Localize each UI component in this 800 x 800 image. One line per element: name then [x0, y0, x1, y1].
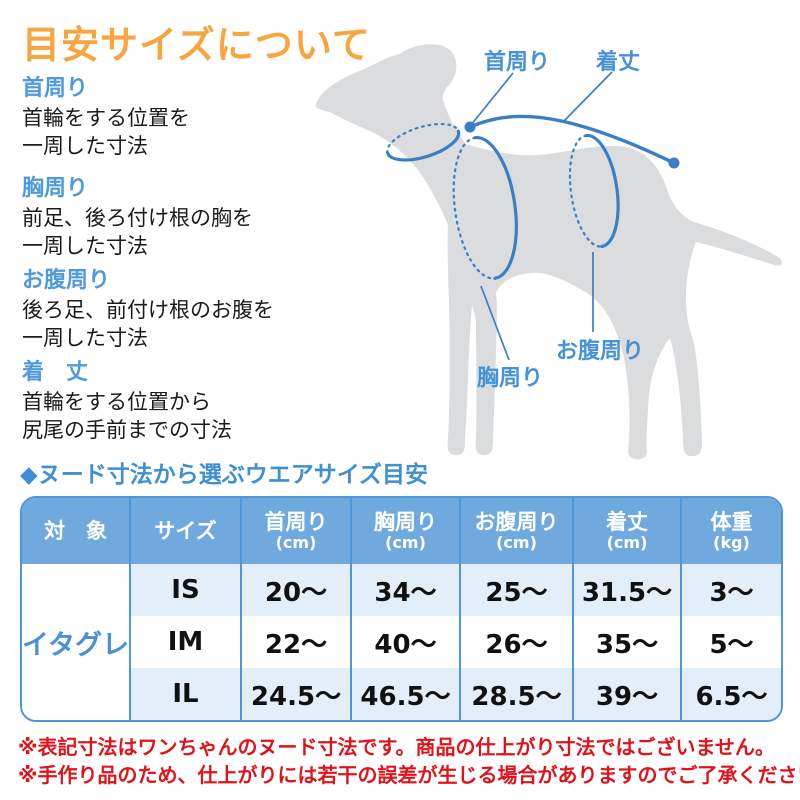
definition-chest-line2: 一周した寸法 — [22, 233, 148, 258]
back-length-start-dot — [464, 121, 476, 133]
note-handmade: ※手作り品のため、仕上がりには若干の誤差が生じる場合がありますのでご了承ください… — [18, 763, 800, 787]
definition-belly-line2: 一周した寸法 — [22, 325, 148, 350]
target-breed-cell: イタグレ — [22, 564, 129, 720]
size-table-grid: 対 象 サイズ 首周り (cm) 胸周り (cm) お腹周り (cm) 着丈 (… — [22, 498, 781, 720]
definition-chest: 胸周り 前足、後ろ付け根の胸を 一周した寸法 — [22, 170, 253, 260]
definition-chest-line1: 前足、後ろ付け根の胸を — [22, 206, 253, 230]
cell-il-size: IL — [129, 668, 240, 720]
header-belly: お腹周り (cm) — [459, 498, 572, 564]
header-weight: 体重 (kg) — [680, 498, 781, 564]
header-size: サイズ — [129, 498, 240, 564]
cell-il-belly: 28.5〜 — [459, 668, 572, 720]
definition-neck-line1: 首輪をする位置を — [22, 106, 190, 130]
dog-measurement-diagram: 首周り 着丈 胸周り お腹周り — [300, 40, 800, 480]
neck-leader-line — [470, 72, 514, 126]
definition-neck: 首周り 首輪をする位置を 一周した寸法 — [22, 70, 190, 160]
chest-ellipse-dotted — [452, 136, 496, 280]
definition-length: 着 丈 首輪をする位置から 尻尾の手前までの寸法 — [22, 354, 232, 444]
dog-silhouette — [315, 44, 782, 460]
neck-ellipse-dotted — [386, 122, 460, 154]
page-title: 目安サイズについて — [22, 23, 371, 67]
cell-il-neck: 24.5〜 — [240, 668, 350, 720]
length-leader-line — [562, 71, 613, 123]
definition-length-line1: 首輪をする位置から — [22, 390, 211, 414]
definition-neck-label: 首周り — [22, 76, 89, 101]
cell-im-size: IM — [129, 616, 240, 668]
definition-neck-line2: 一周した寸法 — [22, 133, 148, 158]
cell-il-weight: 6.5〜 — [680, 668, 781, 720]
cell-im-neck: 22〜 — [240, 616, 350, 668]
cell-im-belly: 26〜 — [459, 616, 572, 668]
cell-im-weight: 5〜 — [680, 616, 781, 668]
definition-belly-line1: 後ろ足、前付け根のお腹を — [22, 298, 274, 322]
section-title: ◆ヌード寸法から選ぶウエアサイズ目安 — [20, 462, 428, 488]
back-length-curve — [468, 114, 676, 165]
cell-is-length: 31.5〜 — [572, 564, 680, 616]
diagram-label-length: 着丈 — [596, 50, 641, 75]
belly-ellipse-solid — [584, 133, 620, 249]
header-target: 対 象 — [22, 498, 129, 564]
note-nude-size: ※表記寸法はワンちゃんのヌード寸法です。商品の仕上がり寸法ではございません。 — [18, 735, 775, 759]
chest-leader-line — [480, 285, 510, 361]
cell-is-weight: 3〜 — [680, 564, 781, 616]
diagram-label-neck: 首周り — [484, 50, 551, 75]
diagram-label-belly: お腹周り — [556, 339, 645, 364]
definition-belly: お腹周り 後ろ足、前付け根のお腹を 一周した寸法 — [22, 262, 274, 352]
chest-ellipse-solid — [473, 136, 518, 280]
cell-im-chest: 40〜 — [350, 616, 459, 668]
dog-silhouette-illustration — [315, 44, 782, 460]
definition-length-line2: 尻尾の手前までの寸法 — [22, 417, 232, 442]
definition-length-label: 着 丈 — [22, 360, 89, 385]
neck-ellipse-solid — [386, 129, 461, 162]
cell-im-length: 35〜 — [572, 616, 680, 668]
cell-is-belly: 25〜 — [459, 564, 572, 616]
diagram-label-chest: 胸周り — [477, 366, 544, 391]
cell-il-length: 39〜 — [572, 668, 680, 720]
cell-il-chest: 46.5〜 — [350, 668, 459, 720]
cell-is-size: IS — [129, 564, 240, 616]
definition-belly-label: お腹周り — [22, 268, 111, 293]
cell-is-neck: 20〜 — [240, 564, 350, 616]
definition-chest-label: 胸周り — [22, 176, 89, 201]
size-table: 対 象 サイズ 首周り (cm) 胸周り (cm) お腹周り (cm) 着丈 (… — [20, 496, 783, 722]
cell-is-chest: 34〜 — [350, 564, 459, 616]
header-chest: 胸周り (cm) — [350, 498, 459, 564]
back-length-end-dot — [668, 157, 680, 169]
header-length: 着丈 (cm) — [572, 498, 680, 564]
header-neck: 首周り (cm) — [240, 498, 350, 564]
